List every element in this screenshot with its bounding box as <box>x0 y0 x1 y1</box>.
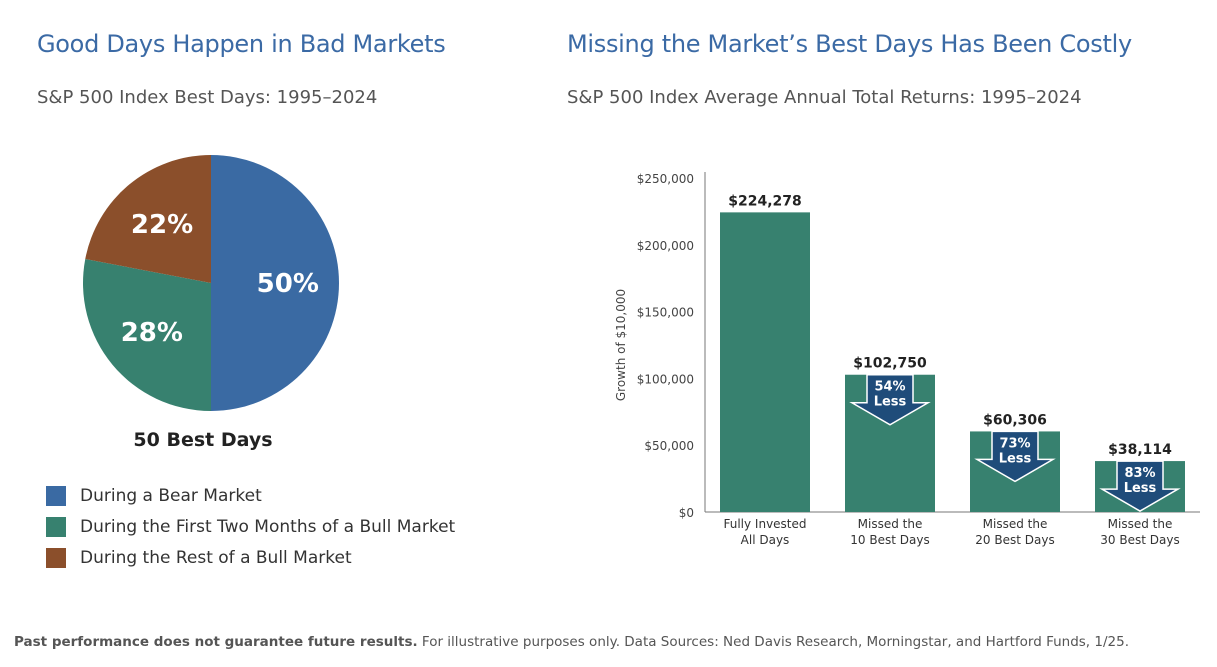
pie-slice <box>211 155 339 411</box>
pie-legend: During a Bear Market During the First Tw… <box>46 480 455 573</box>
legend-label: During the First Two Months of a Bull Ma… <box>80 516 456 537</box>
x-tick-label: Missed the <box>858 517 923 531</box>
legend-item-bear: During a Bear Market <box>46 480 455 511</box>
right-title: Missing the Market’s Best Days Has Been … <box>567 30 1132 58</box>
footnote-bold: Past performance does not guarantee futu… <box>14 634 418 650</box>
arrow-percent-label: 73% <box>999 436 1030 451</box>
y-tick-label: $200,000 <box>637 239 694 253</box>
legend-swatch <box>46 516 66 537</box>
arrow-less-label: Less <box>999 451 1032 466</box>
x-tick-label: Missed the <box>983 517 1048 531</box>
arrow-less-label: Less <box>874 395 907 410</box>
arrow-less-label: Less <box>1124 481 1157 496</box>
x-tick-label: 10 Best Days <box>850 533 929 547</box>
y-tick-label: $0 <box>679 506 694 520</box>
bar-value-label: $38,114 <box>1108 442 1172 458</box>
y-tick-label: $150,000 <box>637 306 694 320</box>
pie-chart: 50% 28% 22% 50 Best Days <box>82 155 339 451</box>
y-axis-label: Growth of $10,000 <box>614 289 628 401</box>
x-tick-label: 30 Best Days <box>1100 533 1179 547</box>
x-tick-label: All Days <box>741 533 790 547</box>
legend-swatch <box>46 547 66 568</box>
footnote: Past performance does not guarantee futu… <box>14 634 1129 650</box>
bar-chart: $0 $50,000 $100,000 $150,000 $200,000 $250,00… <box>614 172 1200 547</box>
legend-swatch <box>46 485 66 506</box>
y-tick-label: $250,000 <box>637 172 694 186</box>
bar <box>720 212 810 512</box>
down-arrow-icon <box>974 430 1056 483</box>
y-tick-label: $100,000 <box>637 372 694 386</box>
left-subtitle: S&P 500 Index Best Days: 1995–2024 <box>37 87 378 108</box>
down-arrow-icon <box>1099 460 1181 512</box>
pie-slice-label: 22% <box>131 210 193 240</box>
pie-slice <box>82 259 211 411</box>
footnote-text: For illustrative purposes only. Data Sou… <box>417 634 1129 650</box>
down-arrow-icon <box>849 373 931 426</box>
x-tick-label: Missed the <box>1108 517 1173 531</box>
legend-item-rest-bull: During the Rest of a Bull Market <box>46 542 455 573</box>
pie-slice-label: 28% <box>121 318 183 348</box>
legend-label: During a Bear Market <box>80 485 262 506</box>
x-tick-label: Fully Invested <box>723 517 806 531</box>
pie-slice <box>85 155 211 283</box>
pie-slice-label: 50% <box>257 269 319 299</box>
x-tick-label: 20 Best Days <box>975 533 1054 547</box>
arrow-percent-label: 83% <box>1124 466 1155 481</box>
bar-value-label: $60,306 <box>983 412 1047 428</box>
legend-label: During the Rest of a Bull Market <box>80 547 352 568</box>
right-subtitle: S&P 500 Index Average Annual Total Retur… <box>567 87 1082 108</box>
left-title: Good Days Happen in Bad Markets <box>37 30 446 58</box>
bar-value-label: $224,278 <box>728 193 802 209</box>
arrow-percent-label: 54% <box>874 380 905 395</box>
bar-value-label: $102,750 <box>853 356 927 372</box>
pie-caption: 50 Best Days <box>133 429 272 451</box>
y-tick-label: $50,000 <box>644 439 694 453</box>
legend-item-first-two-months: During the First Two Months of a Bull Ma… <box>46 511 455 542</box>
